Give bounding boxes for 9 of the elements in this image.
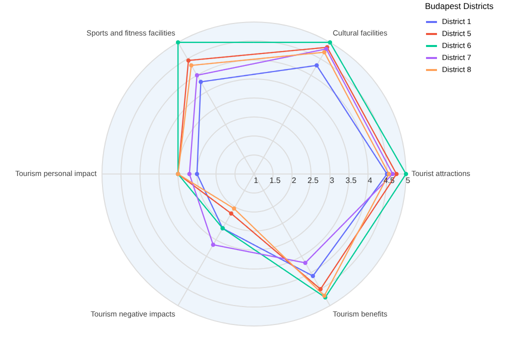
legend-title: Budapest Districts [425, 1, 494, 11]
y-tick-label: 2 [292, 176, 297, 185]
y-tick-label: 5 [406, 176, 411, 185]
y-tick-label: 1.5 [269, 176, 282, 185]
y-tick-label: 2.5 [307, 176, 320, 185]
y-tick-label: 1 [254, 176, 259, 185]
y-tick-label: 4 [368, 176, 373, 185]
y-tick-label: 3.5 [345, 176, 358, 185]
y-tick-label: 3 [330, 176, 335, 185]
